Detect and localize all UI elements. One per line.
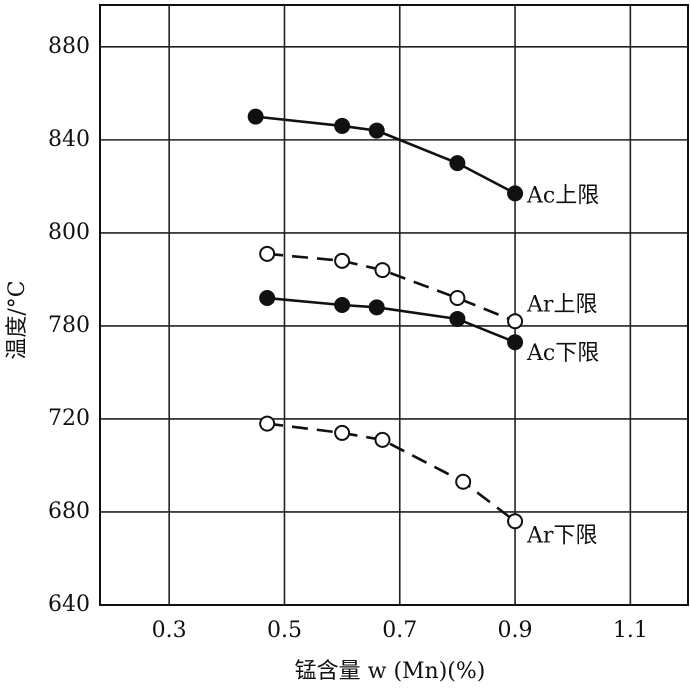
series-line: [267, 252, 516, 323]
y-tick-label: 720: [48, 406, 90, 431]
data-point: [507, 334, 524, 351]
series-label: Ar下限: [526, 523, 597, 548]
data-point: [334, 252, 351, 269]
data-point: [507, 185, 524, 202]
data-point: [449, 310, 466, 327]
series-label: Ar上限: [526, 292, 597, 317]
series-label: Ac上限: [526, 183, 599, 208]
y-axis-label: 温度/°C: [5, 280, 30, 359]
y-tick-label: 680: [48, 499, 90, 524]
x-axis-label: 锰含量 w (Mn)(%): [295, 659, 486, 684]
data-point: [368, 122, 385, 139]
data-point: [449, 155, 466, 172]
y-tick-label: 780: [48, 313, 90, 338]
data-point: [259, 245, 276, 262]
data-point: [374, 262, 391, 279]
y-tick-label: 640: [48, 592, 90, 617]
series-line: [255, 115, 516, 195]
y-tick-label: 880: [48, 34, 90, 59]
data-point: [374, 431, 391, 448]
data-point: [259, 290, 276, 307]
data-point: [334, 117, 351, 134]
data-point: [507, 313, 524, 330]
y-tick-label: 840: [48, 127, 90, 152]
series-label: Ac下限: [526, 341, 599, 366]
data-point: [334, 424, 351, 441]
x-tick-label: 0.5: [267, 618, 302, 643]
series-line: [267, 296, 516, 344]
y-tick-label: 800: [48, 220, 90, 245]
x-tick-label: 0.9: [498, 618, 533, 643]
data-point: [455, 473, 472, 490]
series-line: [267, 422, 516, 523]
data-point: [334, 297, 351, 313]
x-tick-label: 0.7: [382, 618, 417, 643]
data-point: [247, 108, 264, 125]
plot-frame: [99, 4, 689, 606]
data-point: [507, 513, 524, 530]
data-point: [368, 299, 385, 316]
data-point: [449, 290, 466, 307]
x-tick-label: 0.3: [152, 618, 187, 643]
data-point: [259, 415, 276, 432]
x-tick-label: 1.1: [613, 618, 648, 643]
